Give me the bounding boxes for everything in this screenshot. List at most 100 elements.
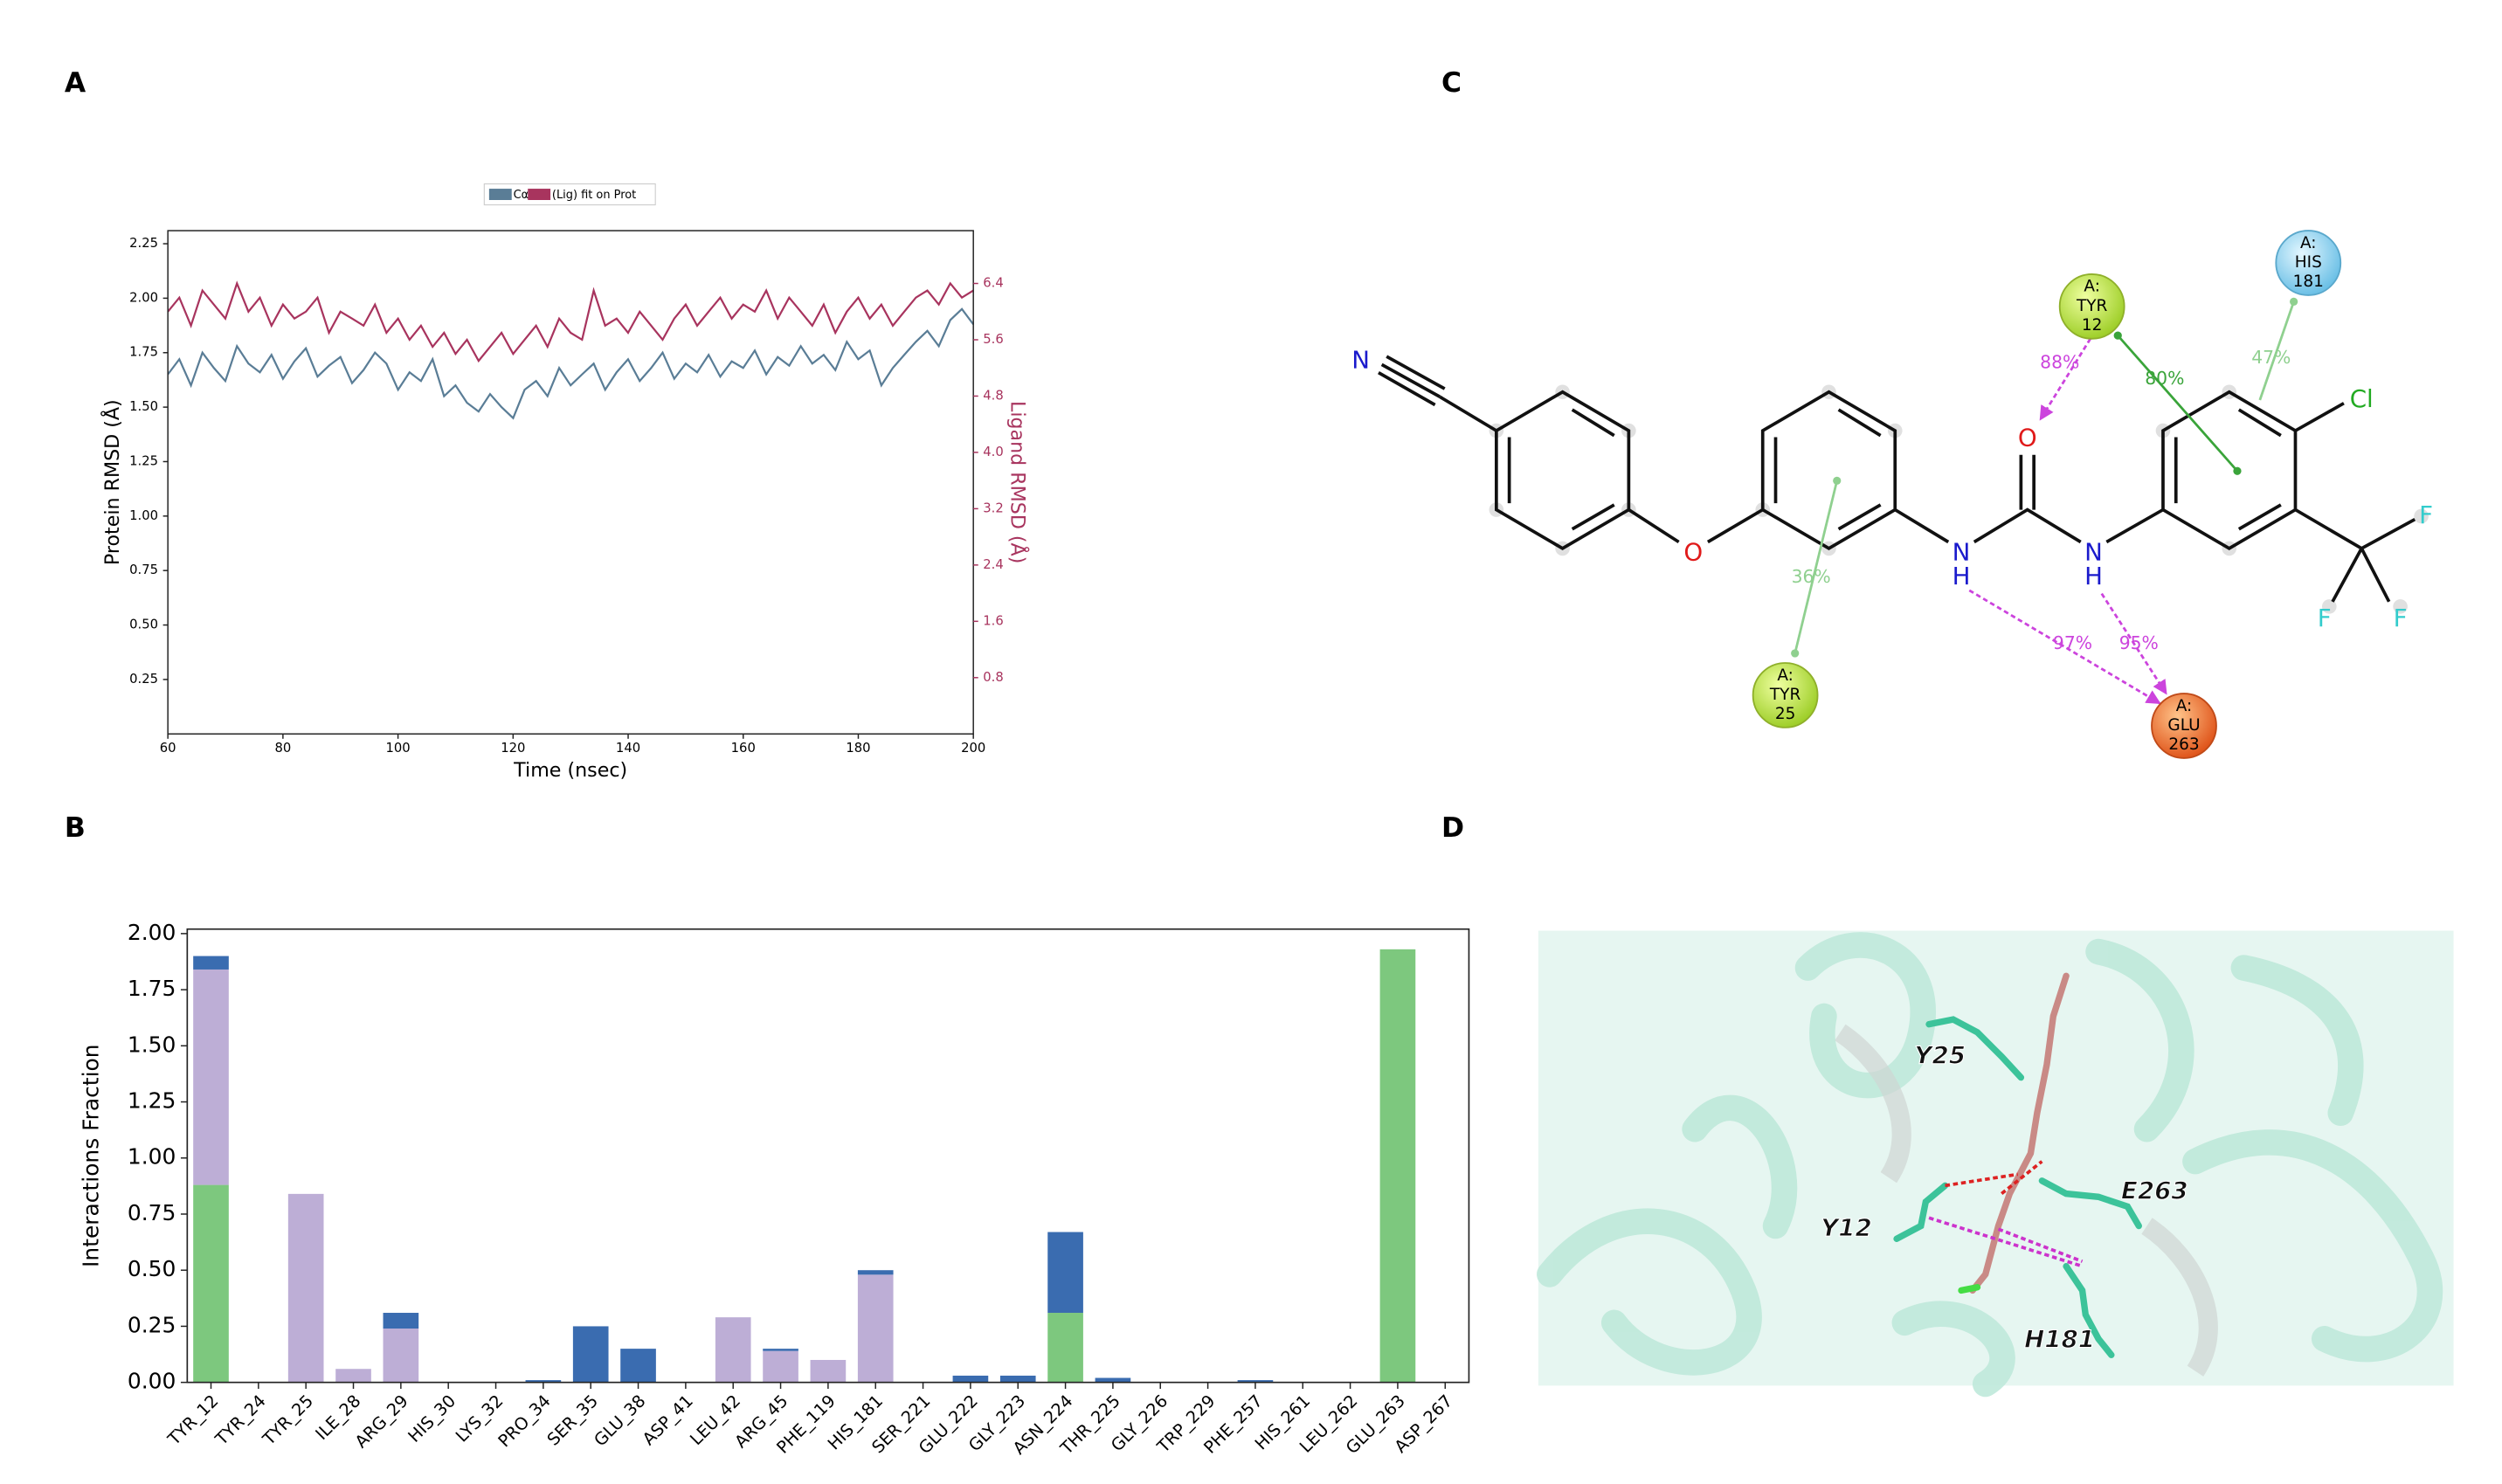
- bar-segment: [1047, 1313, 1083, 1383]
- y-tick-label: 1.75: [128, 976, 176, 1001]
- bar-segment: [1095, 1377, 1131, 1383]
- y2-tick-label: 4.0: [983, 445, 1003, 459]
- y2-tick-label: 4.8: [983, 388, 1003, 403]
- y-tick-label: 1.25: [129, 453, 158, 468]
- x-tick-label: 80: [274, 741, 291, 756]
- bar-segment: [1379, 949, 1416, 1383]
- y-tick-label: 1.50: [128, 1032, 176, 1057]
- x-tick-label: 160: [731, 741, 756, 756]
- interaction-percent: 47%: [2251, 347, 2291, 368]
- x-tick-label: 60: [160, 741, 176, 756]
- bar-segment: [810, 1359, 847, 1383]
- y-tick-label: 0.00: [128, 1369, 176, 1394]
- x-tick-label: PRO_34: [494, 1391, 555, 1451]
- y-tick-label: 2.00: [129, 290, 158, 305]
- y-axis-label: Interactions Fraction: [78, 1044, 103, 1267]
- bar-segment: [715, 1317, 751, 1383]
- residue-number: 12: [2082, 316, 2103, 335]
- panel-label: C: [1441, 67, 1462, 99]
- bar-segment: [763, 1350, 798, 1383]
- bar-segment: [287, 1193, 324, 1383]
- x-tick-label: TYR_12: [163, 1391, 223, 1449]
- atom-label: N: [1351, 346, 1370, 375]
- atom-label: Cl: [2350, 384, 2374, 413]
- bar-segment: [1237, 1380, 1274, 1383]
- ligand-diagram: [1378, 230, 2429, 759]
- y-tick-label: 1.00: [129, 508, 158, 523]
- residue-chain: A:: [2176, 697, 2193, 715]
- series-line: [167, 307, 975, 420]
- x-tick-label: 140: [616, 741, 640, 756]
- y2-tick-label: 3.2: [983, 500, 1003, 515]
- bar-segment: [193, 969, 229, 1185]
- bar-segment: [857, 1274, 894, 1383]
- residue-number: 181: [2293, 273, 2324, 291]
- residue-name: HIS: [2295, 253, 2322, 272]
- x-tick-label: HIS_30: [404, 1391, 460, 1446]
- x-tick-label: SER_35: [543, 1391, 602, 1449]
- y-tick-label: 1.75: [129, 345, 158, 360]
- x-tick-label: TYR_24: [211, 1391, 270, 1449]
- plot-frame: [167, 230, 974, 735]
- residue-chain: A:: [2084, 278, 2100, 296]
- residue-tag: Y12: [1821, 1213, 1872, 1242]
- residue-chain: A:: [2300, 234, 2317, 252]
- y-tick-label: 1.25: [128, 1088, 176, 1114]
- legend-box: [483, 183, 656, 206]
- bar-segment: [335, 1369, 371, 1383]
- residue-number: 263: [2168, 735, 2199, 754]
- x-tick-label: 100: [386, 741, 411, 756]
- residue-chain: A:: [1777, 666, 1794, 685]
- legend-label: (Lig) fit on Prot: [552, 189, 636, 202]
- x-tick-label: 120: [501, 741, 525, 756]
- interaction-percent: 36%: [1792, 566, 1831, 587]
- y-tick-label: 1.00: [128, 1144, 176, 1170]
- bar-segment: [383, 1313, 419, 1329]
- interaction-labels: 88% 80% 47% 36% 97% 95%: [1792, 347, 2291, 653]
- y2-tick-label: 2.4: [983, 557, 1003, 572]
- bar-segment: [857, 1270, 894, 1275]
- atom-label: F: [2394, 604, 2408, 632]
- y2-tick-label: 1.6: [983, 613, 1003, 628]
- residue-name: GLU: [2167, 716, 2200, 735]
- residue-name: TYR: [1769, 686, 1801, 704]
- residue-tag: H181: [2024, 1325, 2095, 1354]
- legend-label: Cα: [514, 189, 529, 202]
- x-tick-label: TYR_25: [259, 1391, 318, 1449]
- y-tick-label: 1.50: [129, 399, 158, 414]
- atom-label: H: [2084, 562, 2103, 590]
- atom-label: N: [1953, 537, 1971, 566]
- y-tick-label: 2.25: [129, 236, 158, 251]
- series-line: [167, 280, 974, 363]
- legend-swatch: [488, 189, 512, 200]
- y-tick-label: 0.50: [128, 1256, 176, 1281]
- legend-swatch: [528, 189, 551, 200]
- interaction-percent: 80%: [2145, 368, 2184, 389]
- y2-tick-label: 0.8: [983, 670, 1003, 685]
- y-tick-label: 2.00: [128, 920, 176, 945]
- x-tick-label: ASP_41: [639, 1391, 697, 1449]
- y2-axis-label: Ligand RMSD (Å): [1006, 401, 1031, 563]
- bar-segment: [952, 1375, 989, 1383]
- bar-segment: [525, 1380, 562, 1383]
- atom-label: H: [1953, 562, 1971, 590]
- bar-segment: [999, 1375, 1036, 1383]
- panel-label: B: [65, 812, 86, 844]
- panel-label: A: [65, 67, 86, 99]
- interaction-percent: 97%: [2053, 632, 2092, 653]
- residue-number: 25: [1775, 705, 1796, 723]
- atom-label: O: [2018, 423, 2037, 452]
- residue-name: TYR: [2076, 297, 2108, 315]
- panel-label: D: [1441, 812, 1464, 844]
- x-tick-label: 200: [961, 741, 985, 756]
- plot-frame: [186, 928, 1470, 1384]
- y-tick-label: 0.75: [128, 1200, 176, 1225]
- atom-labels: N O O N H N H Cl F F F: [1351, 346, 2433, 632]
- protein-render: [1537, 930, 2454, 1398]
- atom-label: F: [2419, 500, 2433, 529]
- y-tick-label: 0.50: [129, 618, 158, 632]
- interaction-percent: 95%: [2119, 632, 2159, 653]
- bar-segment: [193, 1184, 229, 1383]
- x-tick-label: 180: [846, 741, 870, 756]
